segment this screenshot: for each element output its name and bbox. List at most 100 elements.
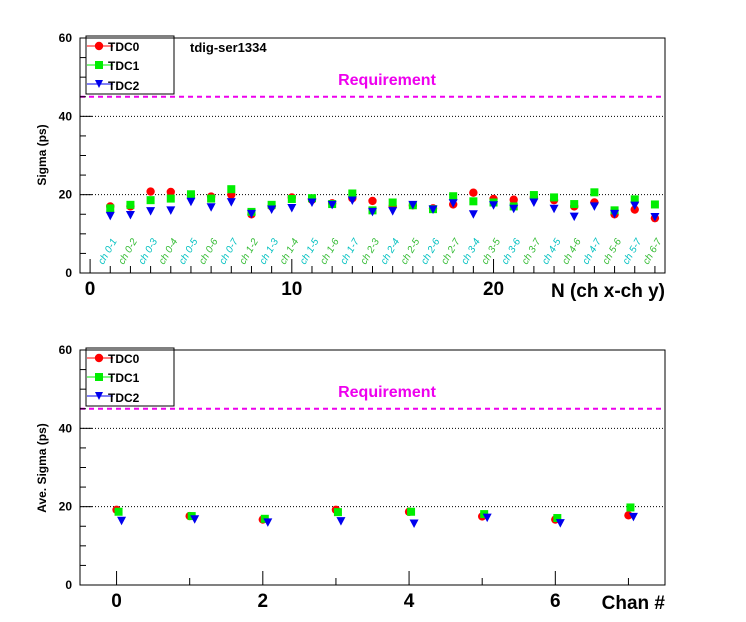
y-tick-label: 40 [59,421,73,435]
data-point-tdc1 [650,200,659,209]
x-tick-label: 0 [111,591,122,612]
data-point-tdc2 [287,203,297,213]
x-tick-label: 2 [258,591,269,612]
data-point-tdc2 [628,512,638,522]
data-point-tdc1 [227,185,236,194]
x-tick-label: 10 [281,279,302,300]
data-point-tdc1 [630,195,639,204]
data-point-tdc2 [408,200,418,210]
x-axis-label: N (ch x-ch y) [551,281,665,302]
data-point-tdc1 [207,194,216,203]
legend-label-tdc1: TDC1 [108,371,140,385]
x-axis-label: Chan # [602,593,666,614]
data-point-tdc2 [468,210,478,219]
data-point-tdc2 [650,212,660,222]
data-point-tdc1 [307,194,316,203]
data-point-tdc0 [166,187,175,197]
data-point-tdc2 [263,518,273,527]
data-point-tdc2 [166,206,176,215]
x-tick-label: 4 [404,591,415,612]
data-point-tdc0 [509,195,518,204]
legend-marker-tdc0 [94,41,104,51]
data-point-tdc2 [226,198,236,207]
legend-label-tdc0: TDC0 [108,40,140,54]
data-point-tdc2 [610,209,620,219]
y-axis-label: Sigma (ps) [35,124,49,185]
requirement-label: Requirement [338,72,436,89]
data-point-tdc2 [117,516,127,526]
data-point-tdc1 [550,193,559,202]
y-tick-label: 0 [65,578,72,592]
data-point-tdc2 [529,198,539,207]
run-id-annotation: tdig-ser1334 [190,40,267,55]
data-point-tdc2 [368,207,377,217]
data-point-tdc2 [190,515,200,524]
data-point-tdc2 [489,201,499,210]
legend: TDC0 TDC1 TDC2 [85,347,175,407]
y-tick-label: 20 [59,188,73,202]
legend-label-tdc0: TDC0 [108,352,140,366]
legend-marker-tdc1 [95,373,103,381]
data-point-tdc1 [146,196,155,205]
data-point-tdc1 [570,200,579,209]
data-point-tdc1 [590,188,599,197]
y-tick-label: 0 [65,266,72,280]
legend-label-tdc2: TDC2 [108,79,140,93]
legend-marker-tdc2 [95,80,103,88]
data-point-tdc1 [186,190,195,199]
bottom-chart-panel: Requirement Chan # Ave. Sigma (ps) TDC0 … [35,343,666,614]
data-point-tdc2 [146,207,156,216]
requirement-label: Requirement [338,384,436,401]
legend-marker-tdc2 [95,392,103,400]
data-point-tdc1 [126,200,135,209]
data-point-tdc1 [407,507,416,516]
legend: TDC0 TDC1 TDC2 [85,35,175,95]
data-point-tdc1 [553,514,562,523]
data-point-tdc2 [555,519,565,528]
data-point-tdc2 [630,201,640,211]
y-tick-label: 60 [59,343,73,357]
x-tick-label: 6 [550,591,561,612]
data-point-tdc2 [409,519,419,529]
data-point-tdc1 [106,204,115,213]
y-axis-label: Ave. Sigma (ps) [35,423,49,513]
data-point-tdc1 [529,191,538,200]
data-point-tdc2 [589,202,599,211]
y-tick-label: 40 [59,109,73,123]
data-point-tdc2 [125,211,135,220]
data-point-tdc1 [267,200,276,209]
data-point-tdc2 [509,204,519,214]
legend-label-tdc2: TDC2 [108,391,140,405]
legend-label-tdc1: TDC1 [108,59,140,73]
data-point-tdc0 [146,187,155,196]
x-tick-label: 20 [483,279,504,300]
legend-marker-tdc0 [94,353,104,363]
data-point-tdc2 [448,199,458,208]
data-point-tdc2 [206,203,216,212]
x-tick-label: 0 [85,279,96,300]
data-point-tdc1 [333,508,342,517]
data-point-tdc1 [114,507,123,516]
data-point-tdc1 [166,194,175,203]
data-point-tdc2 [388,207,398,216]
data-point-tdc2 [327,200,337,210]
y-tick-label: 20 [59,500,73,514]
data-point-tdc1 [287,194,296,203]
data-point-tdc2 [105,211,115,221]
data-point-tdc2 [307,198,317,207]
data-point-tdc2 [347,196,357,206]
data-point-tdc1 [348,189,357,198]
data-point-tdc1 [626,503,635,512]
legend-marker-tdc1 [95,61,103,69]
data-point-tdc2 [549,204,559,214]
data-point-tdc2 [186,197,196,207]
data-point-tdc2 [246,209,256,219]
data-point-tdc1 [388,198,397,207]
data-point-tdc1 [469,197,478,206]
data-point-tdc2 [336,517,346,526]
data-point-tdc0 [368,196,377,206]
data-point-tdc1 [449,192,458,201]
data-point-tdc2 [267,205,277,215]
data-point-tdc2 [569,212,579,222]
